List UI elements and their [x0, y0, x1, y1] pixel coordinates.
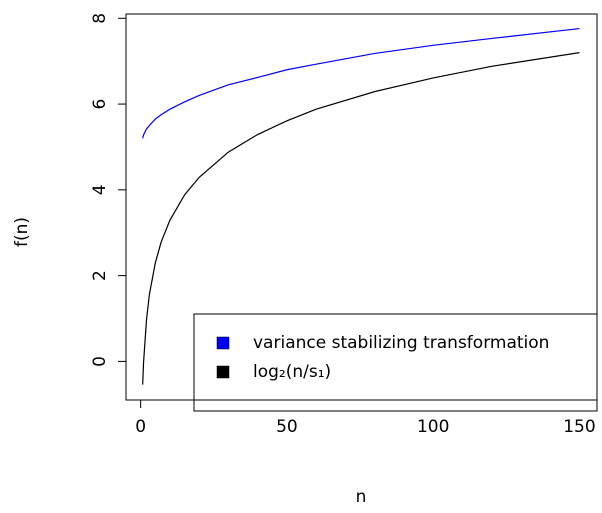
x-tick-label: 50	[276, 417, 298, 437]
series-line	[142, 27, 580, 139]
y-tick-label: 8	[90, 13, 110, 24]
legend-label: variance stabilizing transformation	[253, 333, 549, 353]
y-tick-label: 2	[90, 270, 110, 281]
x-tick-label: 150	[563, 417, 595, 437]
x-axis-label: n	[356, 487, 367, 507]
plot-border	[125, 13, 598, 401]
x-tick-label: 100	[417, 417, 449, 437]
legend-swatch	[216, 365, 230, 379]
legend-label: log₂(n/s₁)	[253, 362, 331, 382]
y-tick-label: 4	[90, 184, 110, 195]
legend-box	[193, 313, 598, 412]
y-tick-label: 0	[90, 356, 110, 367]
y-axis-label: f(n)	[12, 217, 32, 247]
legend: variance stabilizing transformation log₂(…	[193, 313, 598, 412]
x-tick-label: 0	[135, 417, 146, 437]
series-line	[142, 52, 580, 385]
y-tick-label: 6	[90, 99, 110, 110]
legend-swatch	[216, 336, 230, 350]
